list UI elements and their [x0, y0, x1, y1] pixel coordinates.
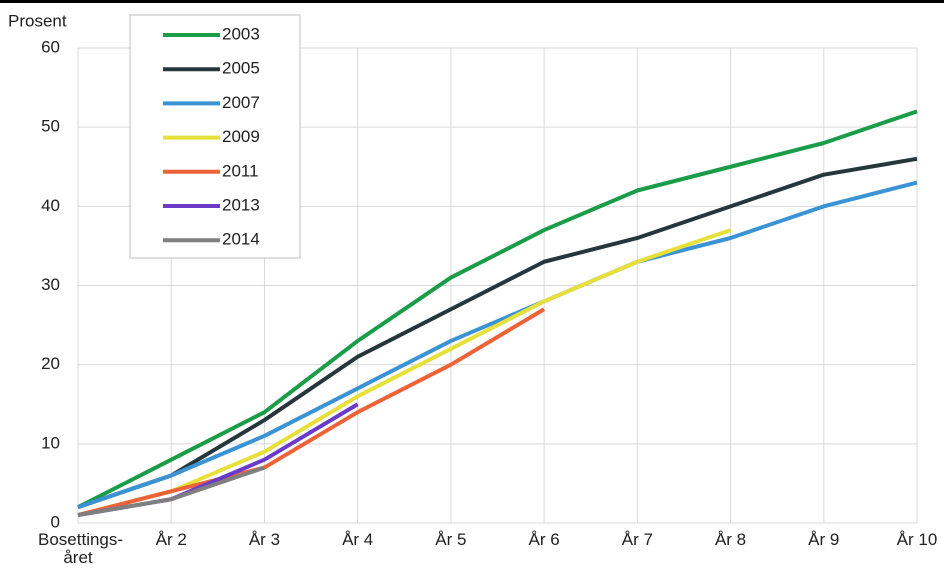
y-tick-label: 40	[41, 196, 60, 215]
series-line	[77, 109, 918, 509]
series-line	[77, 465, 266, 518]
x-tick-label: År 5	[435, 530, 467, 549]
x-tick-label: År 6	[528, 530, 560, 549]
y-tick-label: 50	[41, 117, 60, 136]
x-tick-label: År 7	[621, 530, 653, 549]
x-tick-label: År 4	[342, 530, 374, 549]
y-tick-label: 20	[41, 354, 60, 373]
legend-label: 2011	[222, 161, 259, 180]
x-tick-label: År 10	[896, 530, 938, 549]
series-line	[77, 228, 732, 518]
series-line	[77, 180, 918, 510]
legend-label: 2014	[222, 230, 260, 249]
series-line	[77, 156, 918, 510]
x-tick-label: Bosettings-året	[38, 530, 124, 567]
x-tick-label: År 3	[248, 530, 281, 549]
legend-label: 2007	[222, 93, 260, 112]
x-tick-label: År 2	[155, 530, 187, 549]
y-tick-label: 30	[41, 275, 60, 294]
legend-label: 2009	[222, 127, 260, 146]
series-line	[77, 307, 546, 518]
y-tick-label: 10	[41, 433, 60, 452]
legend-label: 2013	[222, 195, 260, 214]
x-tick-label: År 9	[808, 530, 840, 549]
x-tick-label: År 8	[714, 530, 747, 549]
y-axis-label: Prosent	[8, 11, 67, 30]
top-rule	[0, 0, 944, 3]
legend-label: 2003	[222, 24, 260, 43]
legend-label: 2005	[222, 59, 260, 78]
y-tick-label: 60	[41, 37, 60, 56]
y-tick-label: 0	[51, 512, 60, 531]
